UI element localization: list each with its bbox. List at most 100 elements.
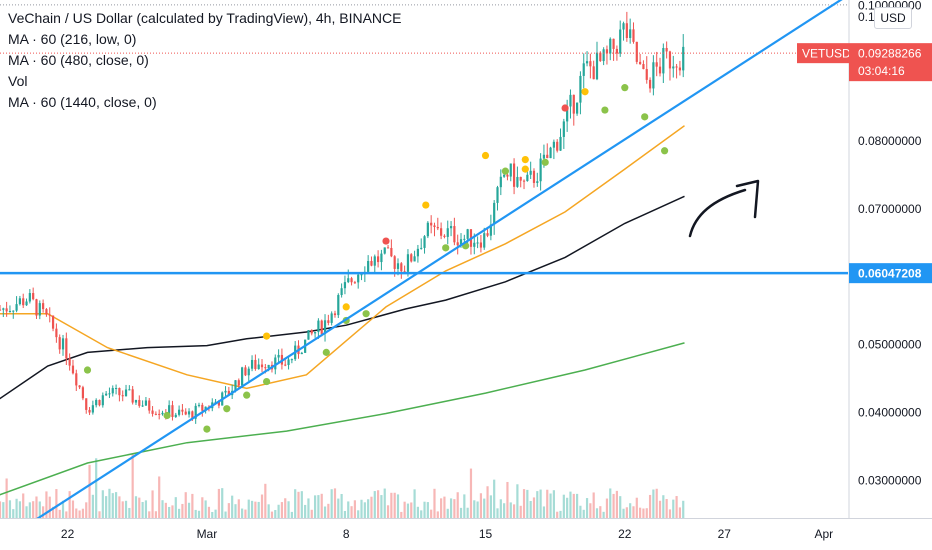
- candle-body: [257, 364, 260, 369]
- volume-bar: [632, 506, 635, 518]
- candle-body: [423, 236, 426, 248]
- volume-bar: [552, 490, 555, 518]
- volume-bar: [270, 511, 274, 518]
- volume-bar: [605, 498, 609, 518]
- volume-bar: [300, 491, 303, 518]
- legend-ma-216[interactable]: MA · 60 (216, low, 0): [8, 31, 137, 47]
- candle-body: [556, 141, 559, 151]
- candle-body: [75, 373, 78, 386]
- time-tick-label: 27: [718, 527, 732, 541]
- candle-body: [420, 247, 423, 249]
- signal-dot: [322, 348, 330, 356]
- candle-body: [42, 303, 45, 310]
- candle-body: [483, 233, 486, 248]
- candle-body: [380, 253, 383, 263]
- volume-bar: [131, 454, 134, 518]
- candle-body: [327, 320, 330, 323]
- candle-body: [499, 176, 502, 188]
- candle-body: [473, 242, 476, 247]
- candle-body: [35, 299, 38, 316]
- candle-body: [592, 66, 595, 80]
- volume-bar: [333, 488, 337, 518]
- volume-bar: [609, 488, 612, 518]
- candle-body: [267, 364, 270, 369]
- candle-body: [274, 357, 277, 370]
- candle-body: [187, 411, 191, 415]
- volume-bar: [473, 500, 476, 518]
- candle-body: [191, 411, 194, 419]
- volume-bar: [124, 500, 128, 518]
- candle-body: [151, 410, 154, 414]
- candle-body: [350, 278, 353, 283]
- volume-bar: [224, 511, 227, 518]
- price-tick-label-partial: 0.1: [858, 10, 875, 24]
- candle-body: [121, 395, 124, 397]
- candle-body: [131, 389, 134, 403]
- volume-bar: [247, 499, 250, 518]
- candle-body: [416, 248, 419, 257]
- volume-bar: [499, 499, 502, 518]
- volume-bar: [254, 501, 257, 518]
- candle-body: [599, 52, 602, 62]
- volume-bar: [403, 501, 406, 518]
- candle-body: [247, 368, 250, 376]
- candle-body: [105, 393, 108, 396]
- arrow-annotation-curve[interactable]: [688, 188, 747, 238]
- volume-bar: [85, 502, 88, 518]
- volume-bar: [383, 488, 386, 518]
- candle-body: [602, 49, 605, 62]
- candle-body: [98, 399, 101, 406]
- volume-bar: [214, 509, 217, 518]
- candle-body: [466, 229, 469, 239]
- support-price-tag-value: 0.06047208: [858, 267, 922, 281]
- legend-ma-480[interactable]: MA · 60 (480, close, 0): [8, 52, 149, 68]
- volume-bar: [12, 509, 15, 518]
- trendline[interactable]: [7, 0, 844, 539]
- volume-bar: [38, 501, 41, 518]
- volume-bar: [154, 511, 157, 518]
- candle-body: [585, 61, 589, 64]
- candle-body: [360, 274, 363, 276]
- candle-body: [536, 181, 539, 183]
- volume-bar: [536, 491, 539, 518]
- candle-body: [181, 409, 184, 412]
- candle-body: [244, 367, 247, 376]
- signal-dot: [541, 158, 549, 166]
- volume-bar: [353, 500, 356, 518]
- candle-body: [290, 359, 293, 361]
- volume-bar: [582, 509, 585, 518]
- volume-bar: [549, 493, 552, 518]
- symbol-tag: [797, 43, 849, 64]
- signal-dot: [621, 84, 629, 92]
- volume-bar: [559, 510, 562, 518]
- candle-body: [184, 411, 187, 415]
- volume-bar: [589, 503, 592, 518]
- volume-bar: [619, 496, 622, 518]
- signal-dot: [263, 377, 271, 386]
- volume-bar: [241, 508, 244, 518]
- volume-bar: [423, 501, 426, 518]
- volume-bar: [32, 501, 35, 518]
- candle-body: [88, 409, 91, 413]
- candle-body: [227, 390, 230, 396]
- legend-ma-1440[interactable]: MA · 60 (1440, close, 0): [8, 94, 157, 110]
- candle-body: [562, 121, 565, 137]
- candle-body: [367, 260, 370, 272]
- price-tick-label: 0.05000000: [858, 338, 922, 352]
- volume-bar: [88, 464, 91, 518]
- volume-bar: [297, 491, 300, 518]
- volume-bar: [436, 511, 439, 518]
- arrow-annotation-head[interactable]: [735, 179, 760, 219]
- currency-button[interactable]: USD: [874, 7, 912, 29]
- volume-bar: [264, 483, 267, 518]
- candle-body: [65, 338, 68, 359]
- candle-body: [81, 387, 85, 399]
- time-axis-panel[interactable]: [0, 519, 932, 550]
- volume-bar: [576, 493, 579, 518]
- legend-volume[interactable]: Vol: [8, 73, 28, 89]
- volume-bar: [197, 510, 201, 518]
- candle-body: [529, 170, 532, 175]
- volume-bar: [665, 499, 668, 518]
- candle-body: [48, 314, 51, 316]
- volume-bar: [151, 490, 154, 518]
